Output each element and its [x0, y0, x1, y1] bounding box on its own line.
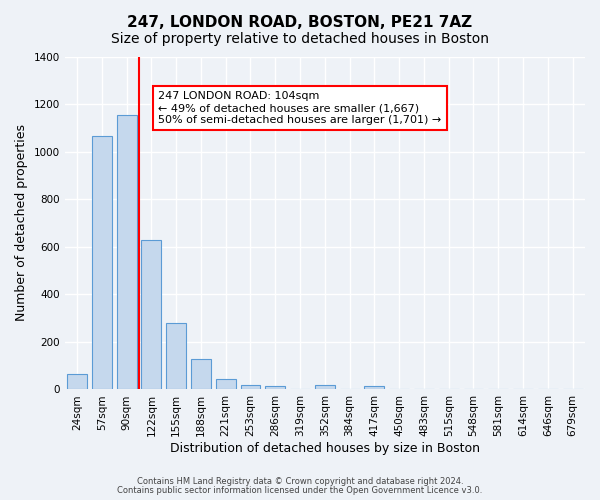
Bar [191, 358, 211, 390]
Bar [265, 386, 285, 390]
Bar [364, 386, 385, 390]
Bar [315, 384, 335, 390]
Bar [216, 379, 236, 390]
Bar [241, 384, 260, 390]
Text: 247 LONDON ROAD: 104sqm
← 49% of detached houses are smaller (1,667)
50% of semi: 247 LONDON ROAD: 104sqm ← 49% of detache… [158, 92, 442, 124]
Text: Contains HM Land Registry data © Crown copyright and database right 2024.: Contains HM Land Registry data © Crown c… [137, 477, 463, 486]
Y-axis label: Number of detached properties: Number of detached properties [15, 124, 28, 322]
Bar [166, 323, 186, 390]
Text: 247, LONDON ROAD, BOSTON, PE21 7AZ: 247, LONDON ROAD, BOSTON, PE21 7AZ [127, 15, 473, 30]
Bar [92, 136, 112, 390]
Bar [142, 240, 161, 390]
Text: Contains public sector information licensed under the Open Government Licence v3: Contains public sector information licen… [118, 486, 482, 495]
Bar [67, 374, 87, 390]
Text: Size of property relative to detached houses in Boston: Size of property relative to detached ho… [111, 32, 489, 46]
X-axis label: Distribution of detached houses by size in Boston: Distribution of detached houses by size … [170, 442, 480, 455]
Bar [117, 115, 137, 390]
